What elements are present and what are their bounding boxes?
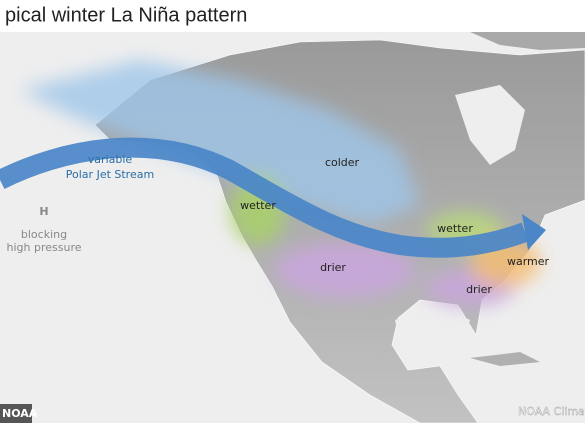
credit-right: NOAA Climate xyxy=(518,405,585,418)
region-label: colder xyxy=(325,156,360,169)
colder-area xyxy=(20,60,420,225)
hudson-bay xyxy=(455,85,525,165)
high-label: blocking xyxy=(21,228,67,241)
region-label: wetter xyxy=(240,199,276,212)
jet-label: variable xyxy=(88,153,133,166)
jet-label: Polar Jet Stream xyxy=(66,168,154,181)
gulf-of-mexico xyxy=(395,305,470,358)
greenland xyxy=(470,32,585,50)
jet-stream xyxy=(0,137,529,258)
region-label: drier xyxy=(320,261,346,274)
region-label: drier xyxy=(466,283,492,296)
caribbean-islands xyxy=(470,352,540,366)
jet-arrowhead xyxy=(522,214,546,250)
region-label: wetter xyxy=(437,222,473,235)
logo-box xyxy=(0,404,32,423)
drier-west-area xyxy=(275,242,415,298)
credit-left: NOAA xyxy=(2,407,38,420)
high-label: high pressure xyxy=(7,241,82,254)
region-label: warmer xyxy=(507,255,550,268)
title-bar xyxy=(0,0,585,32)
title: pical winter La Niña pattern xyxy=(5,4,247,26)
high-symbol: H xyxy=(39,205,48,218)
